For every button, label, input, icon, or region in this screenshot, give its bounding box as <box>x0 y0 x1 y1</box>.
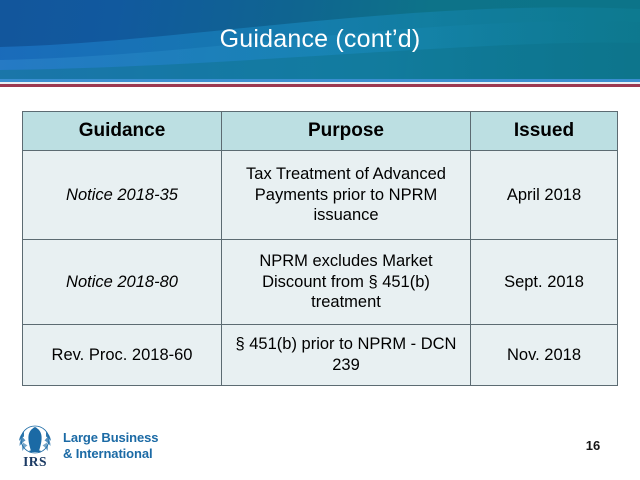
lbi-logo-text: Large Business & International <box>63 430 159 461</box>
column-header-purpose: Purpose <box>221 111 471 151</box>
page-number: 16 <box>585 438 601 453</box>
cell-purpose: Tax Treatment of Advanced Payments prior… <box>221 150 471 240</box>
banner-wave-decoration <box>0 7 640 79</box>
cell-purpose: § 451(b) prior to NPRM - DCN 239 <box>221 324 471 386</box>
page-title: Guidance (cont’d) <box>219 25 421 53</box>
svg-text:IRS: IRS <box>23 454 47 468</box>
slide-header-banner: Guidance (cont’d) <box>0 0 640 79</box>
cell-purpose: NPRM excludes Market Discount from § 451… <box>221 239 471 325</box>
table-row: Notice 2018-80 NPRM excludes Market Disc… <box>22 239 618 325</box>
divider-rule-maroon <box>0 84 640 87</box>
irs-eagle-svg: IRS <box>19 425 51 468</box>
cell-issued: Nov. 2018 <box>470 324 618 386</box>
cell-guidance: Notice 2018-80 <box>22 239 222 325</box>
guidance-table: Guidance Purpose Issued Notice 2018-35 T… <box>22 111 618 386</box>
divider-rule-white <box>0 82 640 84</box>
irs-eagle-emblem-icon: IRS <box>14 424 56 468</box>
divider-rule-blue <box>0 79 640 82</box>
cell-guidance: Rev. Proc. 2018-60 <box>22 324 222 386</box>
table-row: Notice 2018-35 Tax Treatment of Advanced… <box>22 150 618 240</box>
cell-issued: April 2018 <box>470 150 618 240</box>
irs-lbi-logo: IRS Large Business & International <box>14 424 159 468</box>
column-header-issued: Issued <box>470 111 618 151</box>
table-row: Rev. Proc. 2018-60 § 451(b) prior to NPR… <box>22 324 618 386</box>
table-header-row: Guidance Purpose Issued <box>22 111 618 151</box>
cell-issued: Sept. 2018 <box>470 239 618 325</box>
column-header-guidance: Guidance <box>22 111 222 151</box>
cell-guidance: Notice 2018-35 <box>22 150 222 240</box>
